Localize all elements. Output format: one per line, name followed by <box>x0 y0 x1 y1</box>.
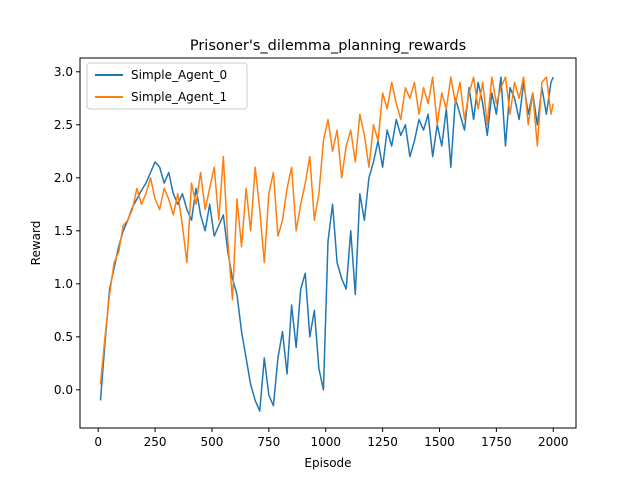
x-tick-label: 500 <box>201 435 224 449</box>
x-tick-label: 1250 <box>367 435 398 449</box>
y-tick-label: 0.0 <box>54 383 73 397</box>
y-axis-label: Reward <box>29 221 43 266</box>
axes-frame <box>79 57 577 429</box>
x-tick-label: 1500 <box>424 435 455 449</box>
y-tick-label: 2.5 <box>54 118 73 132</box>
x-tick-label: 0 <box>94 435 102 449</box>
chart-title: Prisoner's_dilemma_planning_rewards <box>190 38 466 54</box>
y-axis: 0.0 0.5 1.0 1.5 2.0 2.5 3.0 <box>54 65 80 397</box>
series-layer <box>99 76 554 412</box>
y-tick-label: 1.5 <box>54 224 73 238</box>
x-axis-label: Episode <box>304 456 351 470</box>
legend-label-agent-1: Simple_Agent_1 <box>131 90 227 104</box>
y-tick-label: 2.0 <box>54 171 73 185</box>
series-line-agent-1 <box>99 76 554 385</box>
x-tick-label: 250 <box>144 435 167 449</box>
x-axis: 0 250 500 750 1000 1250 1500 1750 2000 <box>94 428 569 449</box>
y-tick-label: 0.5 <box>54 330 73 344</box>
plot-area <box>79 57 577 429</box>
x-tick-label: 2000 <box>538 435 569 449</box>
y-tick-label: 3.0 <box>54 65 73 79</box>
x-tick-label: 1000 <box>310 435 341 449</box>
y-tick-label: 1.0 <box>54 277 73 291</box>
legend-box <box>86 62 248 110</box>
legend-label-agent-0: Simple_Agent_0 <box>131 68 227 82</box>
x-tick-label: 1750 <box>481 435 512 449</box>
legend: Simple_Agent_0 Simple_Agent_1 <box>86 62 248 110</box>
x-tick-label: 750 <box>257 435 280 449</box>
